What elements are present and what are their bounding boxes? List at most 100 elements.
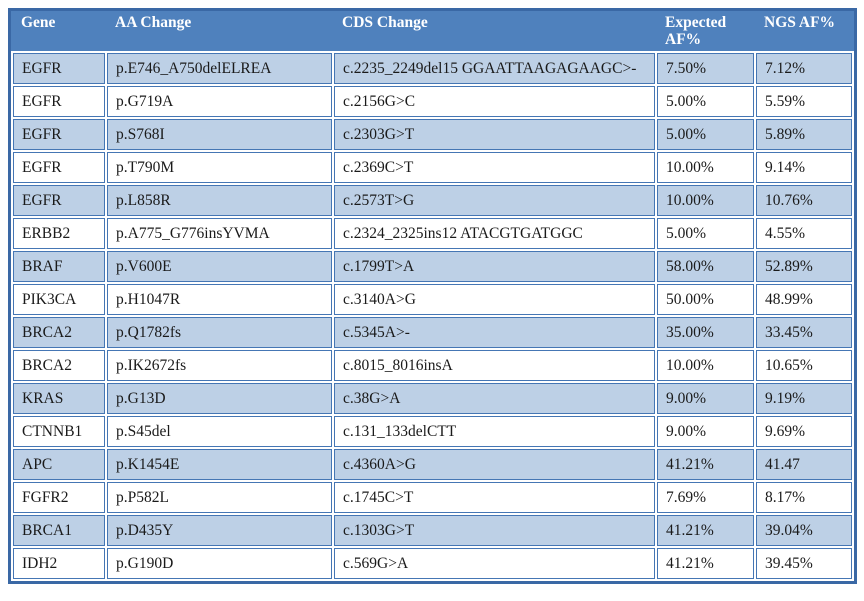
cell-cds-change: c.1303G>T	[334, 515, 655, 546]
cell-gene: EGFR	[13, 119, 105, 150]
cell-expected-af: 41.21%	[657, 515, 754, 546]
cell-aa-change: p.G719A	[107, 86, 332, 117]
cell-expected-af: 41.21%	[657, 548, 754, 579]
cell-aa-change: p.S768I	[107, 119, 332, 150]
table-row: BRAF p.V600E c.1799T>A 58.00% 52.89%	[13, 251, 852, 282]
cell-gene: CTNNB1	[13, 416, 105, 447]
cell-ngs-af: 48.99%	[756, 284, 852, 315]
column-header-ngs-af: NGS AF%	[764, 14, 836, 31]
cell-expected-af: 10.00%	[657, 185, 754, 216]
cell-ngs-af: 41.47	[756, 449, 852, 480]
cell-ngs-af: 52.89%	[756, 251, 852, 282]
cell-ngs-af: 10.76%	[756, 185, 852, 216]
cell-cds-change: c.2156G>C	[334, 86, 655, 117]
table-row: IDH2 p.G190D c.569G>A 41.21% 39.45%	[13, 548, 852, 579]
cell-expected-af: 5.00%	[657, 86, 754, 117]
cell-ngs-af: 5.89%	[756, 119, 852, 150]
cell-aa-change: p.T790M	[107, 152, 332, 183]
column-header-gene: Gene	[21, 14, 56, 31]
cell-gene: FGFR2	[13, 482, 105, 513]
cell-aa-change: p.G13D	[107, 383, 332, 414]
cell-cds-change: c.2369C>T	[334, 152, 655, 183]
table-row: EGFR p.L858R c.2573T>G 10.00% 10.76%	[13, 185, 852, 216]
column-header-cds-change: CDS Change	[342, 14, 428, 31]
cell-expected-af: 9.00%	[657, 383, 754, 414]
cell-gene: BRCA1	[13, 515, 105, 546]
cell-expected-af: 50.00%	[657, 284, 754, 315]
cell-ngs-af: 5.59%	[756, 86, 852, 117]
cell-gene: KRAS	[13, 383, 105, 414]
cell-aa-change: p.A775_G776insYVMA	[107, 218, 332, 249]
cell-aa-change: p.P582L	[107, 482, 332, 513]
table-row: KRAS p.G13D c.38G>A 9.00% 9.19%	[13, 383, 852, 414]
cell-aa-change: p.D435Y	[107, 515, 332, 546]
cell-ngs-af: 4.55%	[756, 218, 852, 249]
table-row: EGFR p.T790M c.2369C>T 10.00% 9.14%	[13, 152, 852, 183]
cell-ngs-af: 9.14%	[756, 152, 852, 183]
table-row: PIK3CA p.H1047R c.3140A>G 50.00% 48.99%	[13, 284, 852, 315]
cell-ngs-af: 33.45%	[756, 317, 852, 348]
cell-gene: ERBB2	[13, 218, 105, 249]
table-header-row: Gene AA Change CDS Change Expected AF% N…	[11, 11, 854, 51]
cell-aa-change: p.IK2672fs	[107, 350, 332, 381]
table-row: EGFR p.E746_A750delELREA c.2235_2249del1…	[13, 53, 852, 84]
cell-expected-af: 10.00%	[657, 152, 754, 183]
cell-gene: BRAF	[13, 251, 105, 282]
cell-ngs-af: 9.19%	[756, 383, 852, 414]
cell-expected-af: 41.21%	[657, 449, 754, 480]
cell-gene: APC	[13, 449, 105, 480]
cell-aa-change: p.G190D	[107, 548, 332, 579]
cell-cds-change: c.3140A>G	[334, 284, 655, 315]
cell-gene: PIK3CA	[13, 284, 105, 315]
table-row: APC p.K1454E c.4360A>G 41.21% 41.47	[13, 449, 852, 480]
cell-ngs-af: 8.17%	[756, 482, 852, 513]
cell-cds-change: c.1799T>A	[334, 251, 655, 282]
variant-table: Gene AA Change CDS Change Expected AF% N…	[8, 8, 857, 584]
table-row: EGFR p.S768I c.2303G>T 5.00% 5.89%	[13, 119, 852, 150]
cell-cds-change: c.4360A>G	[334, 449, 655, 480]
cell-ngs-af: 10.65%	[756, 350, 852, 381]
table-row: ERBB2 p.A775_G776insYVMA c.2324_2325ins1…	[13, 218, 852, 249]
cell-ngs-af: 39.45%	[756, 548, 852, 579]
table-row: FGFR2 p.P582L c.1745C>T 7.69% 8.17%	[13, 482, 852, 513]
cell-gene: EGFR	[13, 152, 105, 183]
cell-aa-change: p.Q1782fs	[107, 317, 332, 348]
cell-aa-change: p.H1047R	[107, 284, 332, 315]
cell-gene: EGFR	[13, 86, 105, 117]
cell-gene: BRCA2	[13, 350, 105, 381]
cell-expected-af: 7.50%	[657, 53, 754, 84]
cell-expected-af: 9.00%	[657, 416, 754, 447]
cell-ngs-af: 7.12%	[756, 53, 852, 84]
cell-expected-af: 35.00%	[657, 317, 754, 348]
cell-gene: EGFR	[13, 185, 105, 216]
cell-cds-change: c.2303G>T	[334, 119, 655, 150]
cell-gene: EGFR	[13, 53, 105, 84]
cell-expected-af: 7.69%	[657, 482, 754, 513]
cell-cds-change: c.8015_8016insA	[334, 350, 655, 381]
cell-ngs-af: 9.69%	[756, 416, 852, 447]
cell-cds-change: c.569G>A	[334, 548, 655, 579]
cell-expected-af: 5.00%	[657, 218, 754, 249]
cell-cds-change: c.2573T>G	[334, 185, 655, 216]
column-header-aa-change: AA Change	[115, 14, 192, 31]
cell-aa-change: p.V600E	[107, 251, 332, 282]
table-body: EGFR p.E746_A750delELREA c.2235_2249del1…	[11, 51, 854, 581]
table-row: BRCA2 p.IK2672fs c.8015_8016insA 10.00% …	[13, 350, 852, 381]
cell-cds-change: c.131_133delCTT	[334, 416, 655, 447]
cell-gene: IDH2	[13, 548, 105, 579]
cell-cds-change: c.1745C>T	[334, 482, 655, 513]
table-row: EGFR p.G719A c.2156G>C 5.00% 5.59%	[13, 86, 852, 117]
table-row: BRCA1 p.D435Y c.1303G>T 41.21% 39.04%	[13, 515, 852, 546]
cell-aa-change: p.E746_A750delELREA	[107, 53, 332, 84]
cell-aa-change: p.K1454E	[107, 449, 332, 480]
cell-expected-af: 5.00%	[657, 119, 754, 150]
cell-cds-change: c.38G>A	[334, 383, 655, 414]
cell-cds-change: c.5345A>-	[334, 317, 655, 348]
cell-cds-change: c.2324_2325ins12 ATACGTGATGGC	[334, 218, 655, 249]
cell-expected-af: 58.00%	[657, 251, 754, 282]
cell-aa-change: p.S45del	[107, 416, 332, 447]
table-row: BRCA2 p.Q1782fs c.5345A>- 35.00% 33.45%	[13, 317, 852, 348]
cell-ngs-af: 39.04%	[756, 515, 852, 546]
table-row: CTNNB1 p.S45del c.131_133delCTT 9.00% 9.…	[13, 416, 852, 447]
